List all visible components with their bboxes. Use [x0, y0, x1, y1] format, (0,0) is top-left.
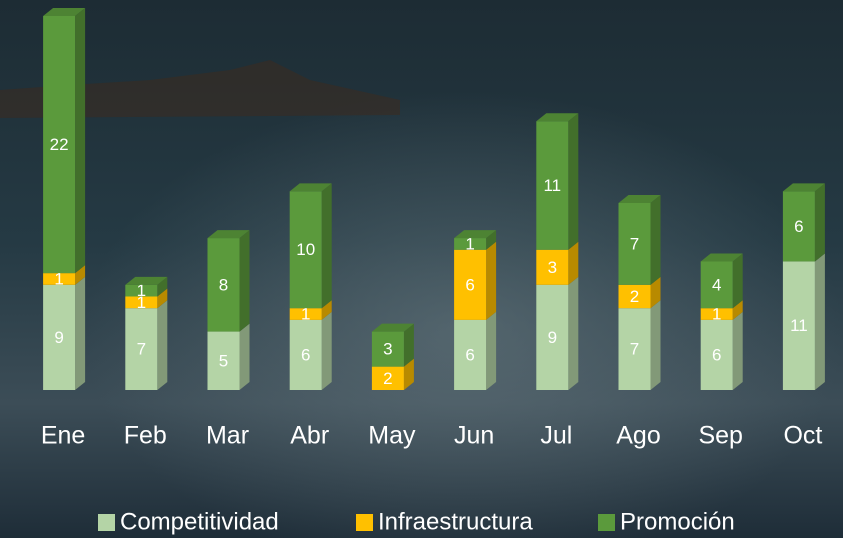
x-tick-label: Abr — [290, 422, 329, 450]
bar-side — [568, 277, 578, 390]
bar-side — [651, 195, 661, 285]
bar-value-label: 6 — [465, 345, 474, 364]
bar-value-label: 6 — [301, 345, 310, 364]
x-tick-label: May — [368, 422, 416, 450]
bar-side — [651, 300, 661, 390]
bar-value-label: 7 — [630, 340, 639, 359]
bar-side — [157, 300, 167, 390]
bar-value-label: 2 — [383, 369, 392, 388]
legend-swatch — [356, 514, 373, 531]
bar-side — [240, 230, 250, 332]
bar-value-label: 7 — [630, 234, 639, 253]
bar-value-label: 6 — [794, 217, 803, 236]
legend-swatch — [98, 514, 115, 531]
bar-value-label: 3 — [548, 258, 557, 277]
bar-value-label: 10 — [296, 240, 315, 259]
legend-label: Infraestructura — [378, 508, 533, 535]
x-tick-label: Feb — [124, 422, 167, 450]
x-tick-label: Oct — [783, 422, 822, 450]
bar-side — [75, 277, 85, 390]
bar-value-label: 9 — [548, 328, 557, 347]
x-tick-label: Sep — [698, 422, 742, 450]
bar-value-label: 8 — [219, 275, 228, 294]
bar-value-label: 2 — [630, 287, 639, 306]
bar-value-label: 11 — [790, 316, 808, 335]
bar-value-label: 7 — [137, 340, 146, 359]
bar-value-label: 6 — [712, 345, 721, 364]
x-tick-label: Ene — [41, 422, 85, 450]
bar-side — [322, 312, 332, 390]
chart: Ene9122Feb711Mar58Abr6110May23Jun661Jul9… — [0, 0, 843, 538]
legend-label: Promoción — [620, 508, 735, 535]
bar-side — [815, 253, 825, 390]
bar-value-label: 5 — [219, 351, 228, 370]
x-tick-label: Mar — [206, 422, 249, 450]
bar-side — [240, 324, 250, 390]
bar-side — [568, 113, 578, 250]
bar-side — [815, 183, 825, 261]
bar-side — [733, 253, 743, 308]
bar-side — [486, 312, 496, 390]
bar-value-label: 3 — [383, 340, 392, 359]
x-tick-label: Ago — [616, 422, 660, 450]
bar-value-label: 22 — [50, 135, 69, 154]
bar-value-label: 4 — [712, 275, 721, 294]
x-tick-label: Jul — [540, 422, 572, 450]
x-tick-label: Jun — [454, 422, 494, 450]
legend: Competitividad Infraestructura Promoción — [98, 508, 735, 535]
bar-value-label: 6 — [465, 275, 474, 294]
bar-side — [486, 242, 496, 320]
bar-side — [322, 183, 332, 308]
bar-value-label: 9 — [54, 328, 63, 347]
bar-side — [75, 8, 85, 273]
legend-swatch — [598, 514, 615, 531]
legend-label: Competitividad — [120, 508, 279, 535]
page: {"chart_data": {"type": "stacked-bar-3d"… — [0, 0, 843, 538]
bar-value-label: 11 — [543, 176, 561, 195]
bar-side — [733, 312, 743, 390]
